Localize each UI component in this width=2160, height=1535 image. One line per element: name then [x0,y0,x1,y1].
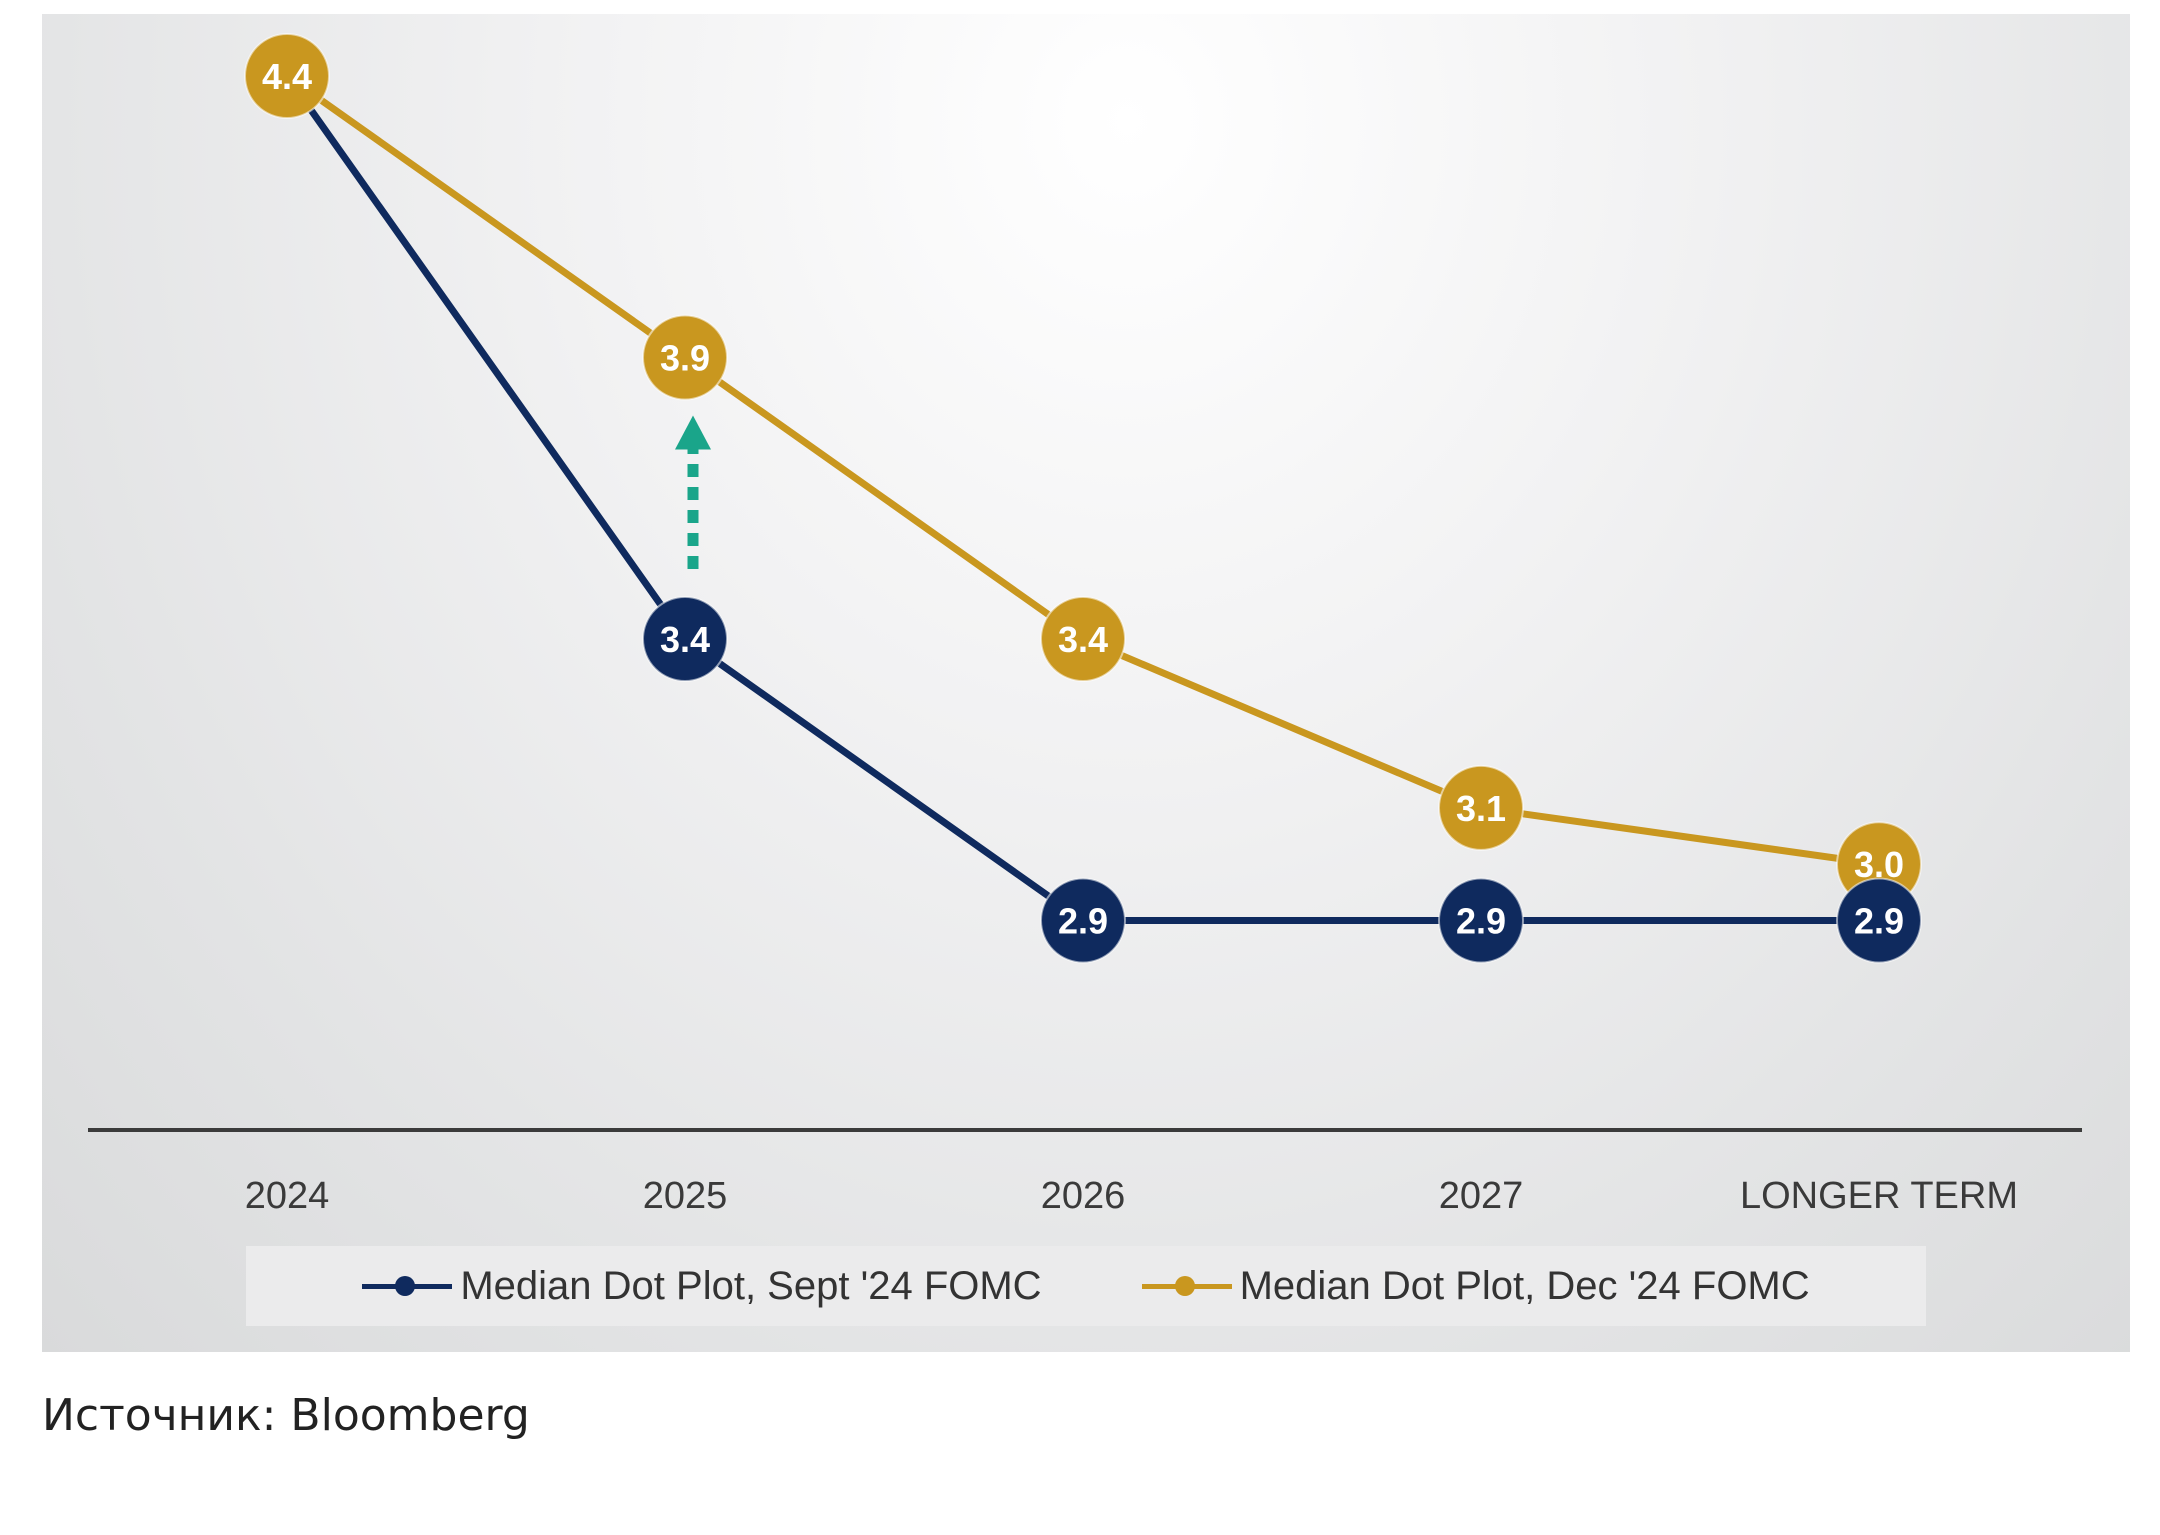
chart-legend: Median Dot Plot, Sept '24 FOMC Median Do… [246,1246,1926,1326]
x-tick-label: 2027 [1439,1175,1524,1217]
data-label-dec: 3.1 [1456,788,1506,829]
data-point-sept [1836,877,1922,964]
data-point-sept [642,596,728,682]
x-tick-label: LONGER TERM [1740,1175,2018,1217]
data-label-dec: 4.4 [262,56,312,97]
legend-swatch-sept [362,1274,453,1298]
series-line-dec [284,73,1880,868]
x-tick-label: 2025 [643,1175,728,1217]
data-point-sept [1438,877,1524,964]
data-label-sept: 2.9 [1058,901,1108,942]
data-label-sept: 2.9 [1456,901,1506,942]
dot-plot-chart: 4.43.93.43.13.03.42.9 2.9 2.9 2024 2025 2026… [88,33,2082,1217]
data-label-sept: 3.4 [660,619,710,660]
dotted-arrow-head [675,415,711,450]
data-label-dec: 3.4 [1058,619,1108,660]
legend-label-dec: Median Dot Plot, Dec '24 FOMC [1239,1263,1810,1308]
data-point-sept [1040,877,1126,964]
legend-item-sept: Median Dot Plot, Sept '24 FOMC [362,1263,1042,1309]
series-line-sept [284,73,1879,924]
data-point-dec [642,314,728,401]
legend-label-sept: Median Dot Plot, Sept '24 FOMC [460,1263,1042,1308]
data-point-dec [1040,596,1126,682]
legend-item-dec: Median Dot Plot, Dec '24 FOMC [1141,1263,1810,1309]
x-tick-label: 2024 [245,1175,330,1217]
legend-swatch-dec [1141,1274,1232,1298]
x-tick-label: 2026 [1041,1175,1126,1217]
data-point-dec [1438,764,1524,851]
chart-panel: 4.4 3.9 3.4 3.1 3.0 3.4 2.9 2.9 2.9 2024 2025 2026… [42,14,2130,1352]
data-label-dec: 3.9 [660,338,710,379]
data-point-dec [244,33,330,119]
source-caption: Источник: Bloomberg [42,1390,530,1441]
data-label-sept: 2.9 [1854,901,1904,942]
